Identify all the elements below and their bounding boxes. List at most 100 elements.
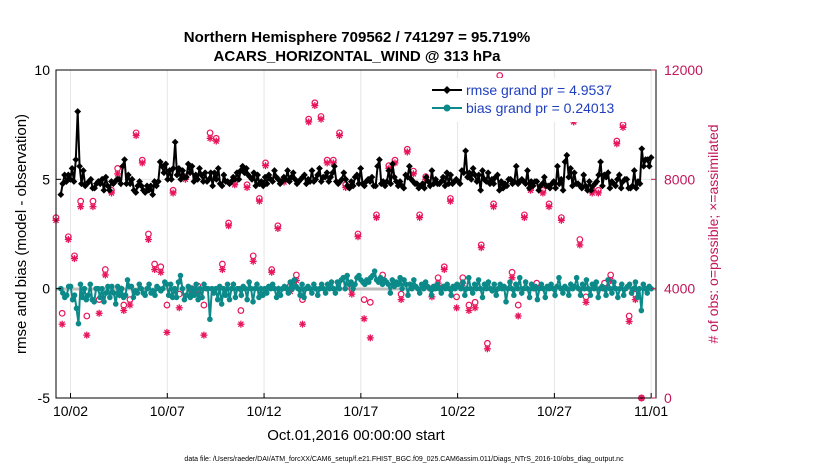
bias-marker (312, 285, 319, 292)
rmse-marker (201, 169, 209, 177)
rmse-marker (550, 178, 558, 185)
possible-marker (237, 307, 245, 314)
bias-marker (275, 285, 282, 292)
bias-marker (630, 285, 637, 292)
assimilated-marker (274, 225, 282, 233)
bias-marker (167, 281, 174, 288)
bias-marker (638, 307, 645, 314)
bias-marker (201, 281, 207, 288)
bias-marker (536, 285, 543, 292)
rmse-marker (584, 186, 591, 194)
assimilated-marker (157, 268, 165, 276)
rmse-series (57, 108, 655, 199)
bias-marker (387, 290, 394, 296)
bias-marker (181, 296, 188, 303)
rmse-marker (644, 156, 651, 164)
bias-marker (591, 285, 598, 292)
rmse-marker (389, 160, 396, 168)
bias-marker (595, 294, 602, 301)
rmse-marker (439, 173, 447, 181)
rmse-marker (106, 186, 113, 194)
bias-marker (95, 285, 101, 292)
rmse-marker (199, 178, 207, 185)
rmse-marker (593, 178, 601, 185)
rmse-marker (160, 169, 168, 177)
bias-marker (263, 290, 270, 296)
bias-marker (538, 281, 545, 288)
rmse-marker (329, 169, 336, 177)
x-tick-label: 10/07 (150, 403, 185, 419)
assimilated-marker (169, 189, 177, 197)
bias-marker (226, 296, 233, 303)
assimilated-marker (366, 334, 374, 342)
rmse-marker (359, 180, 366, 188)
rmse-marker (233, 169, 241, 177)
bias-marker (230, 281, 237, 288)
bias-marker (122, 292, 129, 299)
rmse-marker (111, 178, 119, 185)
rmse-marker (570, 169, 578, 177)
rmse-marker (66, 175, 74, 183)
assimilated-marker (268, 268, 276, 276)
bias-marker (385, 281, 392, 288)
bias-marker (564, 285, 570, 292)
bias-marker (416, 290, 423, 296)
rmse-marker (366, 178, 374, 185)
rmse-marker (533, 178, 541, 185)
rmse-marker (212, 175, 220, 183)
bias-marker (581, 285, 588, 292)
rmse-marker (197, 171, 205, 179)
bias-marker (222, 292, 229, 299)
bias-marker (81, 285, 88, 292)
bias-marker (269, 281, 276, 288)
assimilated-marker (576, 241, 584, 249)
bias-marker (444, 281, 450, 288)
bias-marker (473, 285, 480, 292)
rmse-marker (85, 178, 93, 185)
rmse-marker (563, 151, 571, 159)
rmse-marker (79, 167, 87, 174)
rmse-marker (421, 184, 428, 192)
bias-marker (171, 285, 178, 292)
bias-marker (405, 292, 411, 299)
bias-marker (320, 285, 327, 292)
bias-marker (107, 294, 113, 301)
bias-marker (618, 281, 625, 288)
rmse-marker (235, 175, 243, 183)
bias-marker (173, 294, 180, 301)
right-axis-ticks: 0 4000 8000 12000 (651, 62, 703, 406)
rmse-marker (473, 178, 481, 185)
rmse-marker (317, 178, 325, 185)
rmse-marker (580, 171, 588, 179)
bias-marker (112, 301, 119, 307)
assimilated-marker (89, 203, 97, 211)
bias-marker (124, 277, 131, 283)
bias-marker (479, 294, 486, 301)
rmse-marker (342, 175, 350, 183)
rmse-marker (194, 175, 202, 183)
rmse-marker (435, 180, 443, 188)
bias-marker (105, 283, 111, 290)
rmse-marker (276, 180, 284, 188)
bias-marker (207, 316, 213, 323)
rmse-marker (220, 171, 228, 179)
bias-marker (67, 283, 74, 290)
assimilated-marker (206, 134, 214, 142)
bias-marker (330, 285, 337, 292)
bias-marker (593, 279, 600, 285)
bias-marker (91, 298, 97, 305)
rmse-marker (284, 167, 291, 174)
assimilated-marker (77, 203, 85, 211)
rmse-marker (400, 184, 408, 192)
rmse-marker (585, 178, 593, 185)
assimilated-marker (237, 320, 245, 328)
bias-marker (522, 279, 529, 285)
rmse-marker (132, 189, 140, 196)
assimilated-marker (348, 290, 356, 298)
possible-marker (366, 298, 374, 306)
bias-marker (607, 285, 613, 292)
bias-marker (238, 292, 245, 299)
bias-marker (601, 285, 607, 292)
y-tick-label: -5 (38, 390, 51, 406)
bias-marker (371, 268, 378, 274)
